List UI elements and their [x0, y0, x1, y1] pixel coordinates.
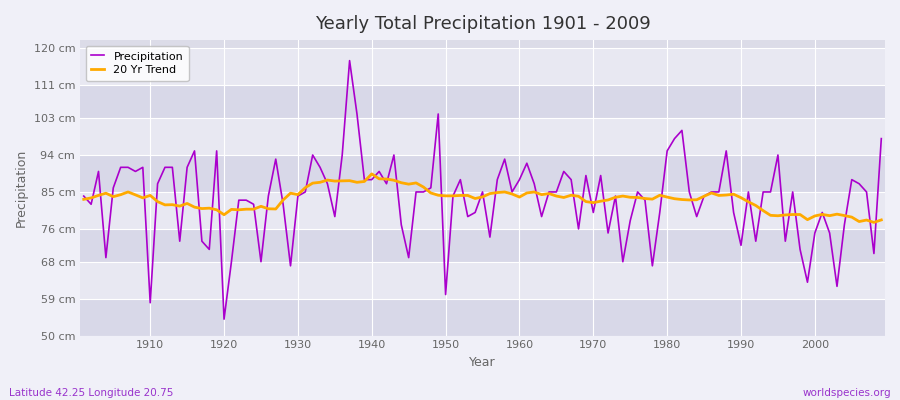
Text: worldspecies.org: worldspecies.org	[803, 388, 891, 398]
Precipitation	[617, 259, 628, 264]
Y-axis label: Precipitation: Precipitation	[15, 149, 28, 227]
Bar	[80, 299, 885, 336]
20 Yr Trend	[521, 190, 532, 195]
Precipitation	[307, 153, 318, 158]
X-axis label: Year: Year	[469, 356, 496, 369]
20 Yr Trend	[78, 197, 89, 202]
Legend: Precipitation, 20 Yr Trend: Precipitation, 20 Yr Trend	[86, 46, 189, 81]
20 Yr Trend	[514, 195, 525, 200]
Precipitation	[138, 165, 148, 170]
Bar	[80, 262, 885, 299]
Precipitation	[344, 58, 355, 63]
Precipitation	[876, 136, 886, 141]
Precipitation	[219, 317, 230, 322]
Text: Latitude 42.25 Longitude 20.75: Latitude 42.25 Longitude 20.75	[9, 388, 174, 398]
20 Yr Trend	[138, 196, 148, 200]
Precipitation	[521, 161, 532, 166]
Precipitation	[529, 181, 540, 186]
20 Yr Trend	[610, 195, 621, 200]
Precipitation	[78, 194, 89, 198]
Line: Precipitation: Precipitation	[84, 61, 881, 319]
Precipitation	[359, 177, 370, 182]
20 Yr Trend	[344, 178, 355, 183]
20 Yr Trend	[366, 172, 377, 176]
Bar	[80, 155, 885, 192]
Bar	[80, 192, 885, 229]
20 Yr Trend	[876, 218, 886, 222]
Bar	[80, 229, 885, 262]
Line: 20 Yr Trend: 20 Yr Trend	[84, 174, 881, 222]
Bar	[80, 118, 885, 155]
Bar	[80, 85, 885, 118]
Bar	[80, 48, 885, 85]
20 Yr Trend	[868, 220, 879, 225]
Title: Yearly Total Precipitation 1901 - 2009: Yearly Total Precipitation 1901 - 2009	[315, 15, 651, 33]
20 Yr Trend	[300, 185, 310, 190]
